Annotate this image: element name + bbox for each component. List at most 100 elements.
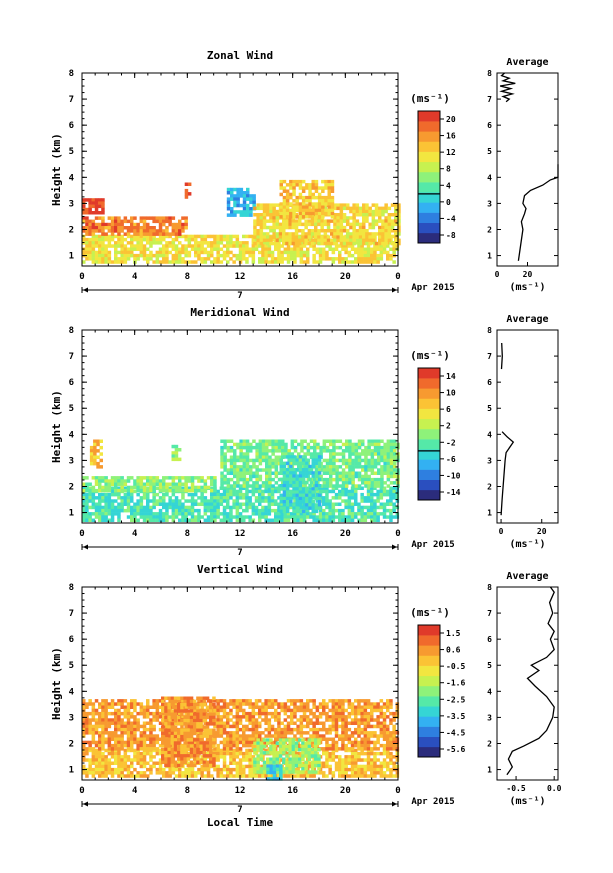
heatmap-cell [264, 518, 268, 522]
heatmap-cell [294, 235, 299, 239]
heatmap-cell [85, 747, 89, 751]
heatmap-cell [233, 213, 237, 217]
heatmap-cell [246, 207, 250, 211]
heatmap-cell [229, 241, 233, 245]
heatmap-cell [117, 241, 121, 245]
heatmap-cell [338, 518, 342, 522]
heatmap-cell [139, 740, 144, 745]
heatmap-cell [91, 496, 96, 500]
heatmap-cell [110, 482, 115, 486]
heatmap-cell [110, 232, 115, 236]
heatmap-cell [364, 461, 368, 466]
heatmap-cell [242, 213, 247, 217]
heatmap-cell [117, 774, 121, 778]
heatmap-cell [245, 515, 249, 519]
heatmap-cell [171, 260, 176, 264]
heatmap-cell [226, 203, 231, 208]
heatmap-cell [295, 205, 299, 209]
heatmap-cell [139, 499, 144, 503]
heatmap-cell [178, 241, 182, 245]
heatmap-cell [285, 500, 290, 504]
heatmap-cell [397, 203, 401, 207]
heatmap-cell [308, 490, 312, 494]
heatmap-cell [392, 774, 396, 778]
heatmap-cell [94, 476, 99, 480]
heatmap-cell [165, 485, 169, 490]
heatmap-cell [85, 508, 89, 513]
heatmap-cell [267, 505, 272, 510]
heatmap-cell [338, 452, 343, 456]
heatmap-cell [283, 512, 288, 516]
average-frame [496, 72, 559, 267]
heatmap-cell [328, 512, 332, 516]
heatmap-cell [268, 465, 272, 469]
heatmap-cell [347, 508, 352, 513]
heatmap-cell [292, 484, 296, 488]
heatmap-cell [349, 241, 353, 246]
heatmap-cell [91, 232, 96, 236]
heatmap-cell [91, 767, 96, 772]
heatmap-cell [245, 758, 249, 762]
heatmap-cell [162, 229, 166, 233]
heatmap-cell [152, 711, 156, 716]
heatmap-cell [249, 207, 253, 211]
heatmap-cell [165, 247, 169, 251]
heatmap-cell [282, 474, 287, 478]
heatmap-cell [259, 241, 264, 246]
colorbar-frame [417, 367, 441, 501]
heatmap-cell [174, 237, 179, 242]
heatmap-cell [162, 232, 166, 236]
heatmap-cell [316, 445, 320, 450]
heatmap-cell [152, 260, 156, 264]
heatmap-cell [334, 755, 339, 759]
heatmap-cell [347, 758, 352, 762]
heatmap-cell [248, 499, 252, 503]
heatmap-cell [317, 195, 322, 200]
heatmap-cell [242, 250, 246, 255]
heatmap-cell [281, 439, 285, 443]
heatmap-cell [149, 737, 153, 741]
heatmap-cell [342, 216, 347, 220]
heatmap-cell [373, 449, 378, 453]
heatmap-cell [338, 465, 343, 469]
heatmap-cell [348, 439, 352, 443]
heatmap-cell [346, 219, 350, 223]
heatmap-cell [285, 455, 290, 459]
heatmap-cell [354, 502, 358, 506]
heatmap-cell [366, 244, 371, 248]
heatmap-cell [285, 192, 290, 197]
heatmap-cell [355, 213, 360, 217]
heatmap-cell [306, 445, 311, 450]
heatmap-cell [206, 767, 211, 772]
heatmap-cell [94, 226, 99, 230]
heatmap-cell [279, 202, 283, 206]
heatmap-cell [279, 461, 283, 466]
heatmap-cell [91, 705, 96, 709]
heatmap-cell [91, 751, 96, 756]
heatmap-cell [158, 241, 163, 245]
heatmap-cell [380, 455, 384, 459]
heatmap-cell [146, 234, 150, 239]
heatmap-cell [389, 452, 394, 456]
heatmap-cell [344, 758, 348, 762]
heatmap-cell [363, 758, 368, 762]
heatmap-cell [239, 477, 243, 482]
heatmap-cell [213, 257, 217, 261]
heatmap-cell [130, 737, 134, 741]
heatmap-cell [328, 508, 332, 513]
heatmap-cell [265, 481, 269, 485]
heatmap-cell [242, 194, 247, 198]
heatmap-cell [162, 247, 166, 251]
heatmap-cell [213, 502, 217, 506]
heatmap-cell [328, 771, 332, 775]
colorbar-tick-label: -8 [446, 231, 456, 240]
heatmap-cell [361, 481, 365, 485]
heatmap-cell [98, 229, 102, 233]
heatmap-cell [322, 449, 327, 453]
heatmap-cell [307, 235, 312, 239]
heatmap-cell [213, 247, 217, 251]
heatmap-cell [365, 219, 369, 223]
heatmap-cell [239, 194, 244, 198]
heatmap-cell [315, 492, 320, 497]
heatmap-cell [142, 508, 147, 513]
